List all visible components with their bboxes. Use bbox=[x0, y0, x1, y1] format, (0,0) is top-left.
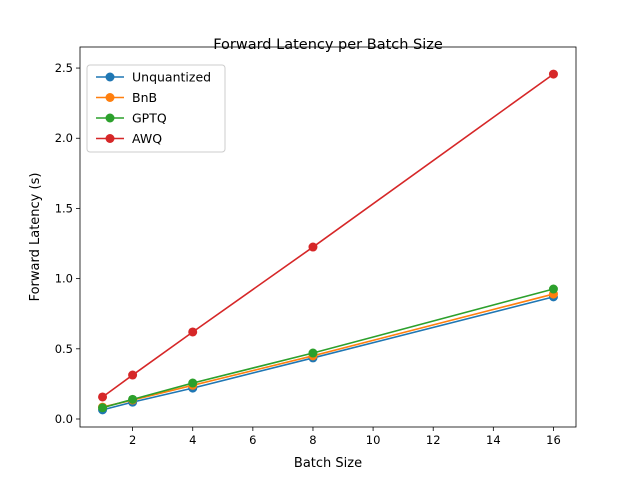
y-tick-label: 1.5 bbox=[55, 201, 73, 215]
data-point-gptq bbox=[98, 403, 108, 413]
x-tick-label: 8 bbox=[309, 433, 316, 447]
x-tick-label: 4 bbox=[189, 433, 196, 447]
legend-marker bbox=[105, 134, 115, 143]
legend-marker bbox=[105, 72, 115, 82]
x-tick-label: 2 bbox=[129, 433, 136, 447]
data-point-gptq bbox=[128, 394, 138, 404]
y-tick-label: 2.0 bbox=[55, 131, 73, 145]
plot-frame bbox=[79, 46, 577, 428]
y-tick-label: 1.0 bbox=[55, 272, 73, 286]
series-line-unquantized bbox=[102, 296, 554, 411]
y-axis-label: Forward Latency (s) bbox=[28, 173, 43, 302]
x-tick-label: 6 bbox=[249, 433, 256, 447]
chart-title: Forward Latency per Batch Size bbox=[213, 37, 443, 53]
legend-label: Unquantized bbox=[132, 70, 211, 85]
y-tick-label: 0.0 bbox=[55, 412, 73, 426]
x-tick-label: 10 bbox=[366, 433, 381, 447]
x-tick-label: 12 bbox=[426, 433, 441, 447]
data-point-gptq bbox=[308, 348, 318, 358]
legend-label: AWQ bbox=[132, 131, 162, 146]
data-point-gptq bbox=[188, 378, 198, 388]
data-point-awq bbox=[128, 370, 138, 380]
data-point-awq bbox=[188, 327, 198, 337]
x-tick-label: 14 bbox=[486, 433, 501, 447]
y-tick-label: 0.5 bbox=[55, 342, 73, 356]
x-axis-label: Batch Size bbox=[294, 456, 362, 471]
legend-marker bbox=[105, 113, 115, 123]
legend-box bbox=[86, 64, 226, 153]
data-point-awq bbox=[308, 242, 318, 252]
data-point-awq bbox=[98, 392, 108, 402]
data-point-gptq bbox=[548, 284, 558, 294]
data-point-awq bbox=[548, 69, 558, 79]
legend-marker bbox=[105, 93, 115, 102]
legend-label: BnB bbox=[132, 90, 157, 105]
x-tick-label: 16 bbox=[546, 433, 561, 447]
y-tick-label: 2.5 bbox=[55, 61, 73, 75]
series-line-bnb bbox=[102, 293, 554, 408]
legend-label: GPTQ bbox=[132, 111, 167, 126]
